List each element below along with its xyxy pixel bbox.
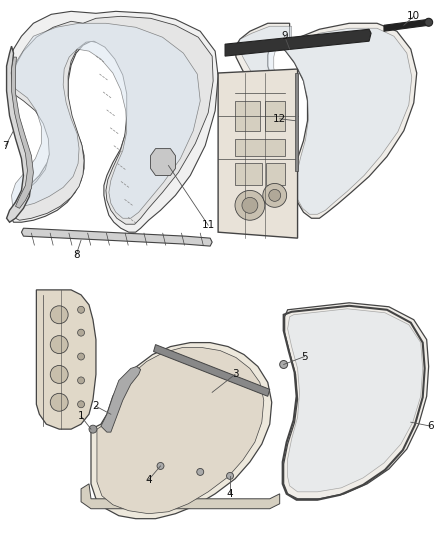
Circle shape — [263, 183, 286, 207]
Circle shape — [235, 190, 265, 220]
Text: 6: 6 — [427, 421, 434, 431]
Polygon shape — [7, 46, 32, 222]
Circle shape — [50, 336, 68, 353]
Circle shape — [425, 18, 433, 26]
Text: 10: 10 — [407, 11, 420, 21]
Circle shape — [78, 401, 85, 408]
Circle shape — [78, 329, 85, 336]
Polygon shape — [11, 23, 200, 218]
Text: 4: 4 — [227, 489, 233, 499]
Polygon shape — [154, 345, 270, 397]
Circle shape — [50, 366, 68, 383]
Polygon shape — [384, 19, 429, 31]
Circle shape — [50, 393, 68, 411]
Polygon shape — [235, 139, 285, 156]
Polygon shape — [101, 367, 141, 432]
Polygon shape — [235, 163, 262, 185]
Text: 7: 7 — [2, 141, 9, 151]
Text: 1: 1 — [78, 411, 85, 421]
Polygon shape — [36, 290, 96, 429]
Circle shape — [78, 353, 85, 360]
Polygon shape — [11, 57, 33, 208]
Circle shape — [197, 469, 204, 475]
Polygon shape — [225, 29, 371, 56]
Polygon shape — [151, 149, 175, 175]
Text: 5: 5 — [301, 352, 308, 361]
Polygon shape — [218, 69, 297, 238]
Polygon shape — [288, 309, 423, 492]
Circle shape — [157, 463, 164, 470]
Polygon shape — [81, 484, 280, 508]
Text: 3: 3 — [232, 369, 238, 379]
Polygon shape — [10, 11, 218, 232]
Circle shape — [78, 306, 85, 313]
Polygon shape — [232, 23, 417, 218]
Circle shape — [280, 360, 288, 368]
Polygon shape — [266, 163, 285, 185]
Text: 4: 4 — [145, 475, 152, 485]
Circle shape — [242, 197, 258, 213]
Circle shape — [269, 189, 281, 201]
Polygon shape — [11, 17, 213, 224]
Polygon shape — [235, 101, 260, 131]
Polygon shape — [234, 26, 412, 214]
Text: 12: 12 — [273, 114, 286, 124]
Circle shape — [50, 306, 68, 324]
Polygon shape — [97, 348, 264, 514]
Polygon shape — [265, 101, 285, 131]
Circle shape — [226, 472, 233, 479]
Circle shape — [78, 377, 85, 384]
Circle shape — [89, 425, 97, 433]
Polygon shape — [91, 343, 272, 519]
Text: 8: 8 — [73, 250, 79, 260]
Polygon shape — [295, 73, 297, 171]
Polygon shape — [21, 228, 212, 246]
Text: 2: 2 — [93, 401, 99, 411]
Text: 9: 9 — [281, 31, 288, 41]
Text: 11: 11 — [201, 220, 215, 230]
Polygon shape — [284, 303, 429, 499]
